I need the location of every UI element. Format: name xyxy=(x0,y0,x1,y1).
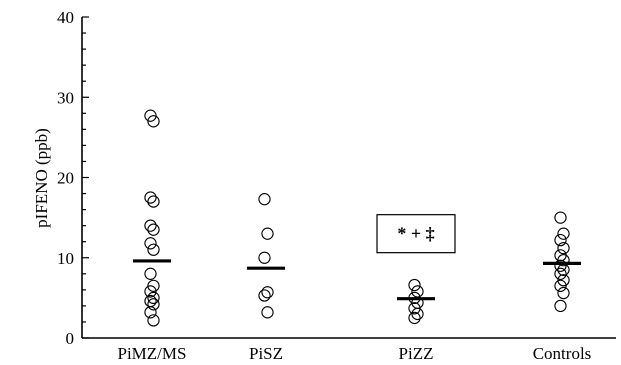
y-tick-label: 20 xyxy=(57,169,74,188)
data-point xyxy=(554,233,567,247)
y-axis-title: pIFENO (ppb) xyxy=(32,128,51,228)
data-point xyxy=(147,115,160,128)
data-point xyxy=(554,267,567,280)
data-point xyxy=(557,274,570,287)
data-point xyxy=(144,267,157,280)
y-tick-label: 0 xyxy=(66,329,75,348)
data-point xyxy=(261,227,274,240)
x-tick-label: PiZZ xyxy=(399,344,434,363)
x-axis-ticks: PiMZ/MS PiSZ PiZZ Controls xyxy=(118,344,592,363)
data-point xyxy=(144,285,157,298)
data-point xyxy=(147,223,160,236)
data-point xyxy=(144,219,157,232)
data-point xyxy=(557,241,570,255)
y-tick-label: 40 xyxy=(57,8,74,27)
data-point xyxy=(411,285,424,298)
annotation-box xyxy=(376,214,456,254)
data-point xyxy=(147,279,160,292)
data-point xyxy=(147,291,160,305)
data-point xyxy=(554,259,567,272)
data-point xyxy=(147,243,160,256)
data-points xyxy=(144,109,570,327)
data-point xyxy=(411,307,424,321)
annotation-text: * + ‡ xyxy=(397,224,434,244)
data-point xyxy=(557,227,570,240)
data-point xyxy=(144,237,157,250)
data-point xyxy=(261,306,274,319)
annotation: * + ‡ xyxy=(376,214,456,254)
data-point xyxy=(261,286,274,299)
data-point xyxy=(554,299,567,313)
data-point xyxy=(408,311,421,325)
data-point xyxy=(258,193,271,206)
x-tick-label: PiSZ xyxy=(249,344,283,363)
data-point xyxy=(557,254,570,267)
mean-bars xyxy=(133,259,581,301)
data-point xyxy=(147,314,160,327)
data-point xyxy=(557,286,570,300)
data-point xyxy=(144,191,157,204)
data-point xyxy=(554,279,567,292)
data-point xyxy=(144,109,157,122)
data-point xyxy=(554,211,567,224)
data-point xyxy=(408,278,421,292)
data-point xyxy=(258,251,271,264)
y-tick-label: 10 xyxy=(57,249,74,268)
x-tick-label: PiMZ/MS xyxy=(118,344,187,363)
y-axis-ticks: 0 10 20 30 40 xyxy=(57,8,89,348)
chart-axes xyxy=(81,17,616,339)
data-point xyxy=(147,195,160,208)
data-point xyxy=(258,289,271,302)
x-tick-label: Controls xyxy=(533,344,592,363)
data-point xyxy=(147,298,160,311)
y-tick-label: 30 xyxy=(57,88,74,107)
data-point xyxy=(144,306,157,319)
data-point xyxy=(408,302,421,315)
